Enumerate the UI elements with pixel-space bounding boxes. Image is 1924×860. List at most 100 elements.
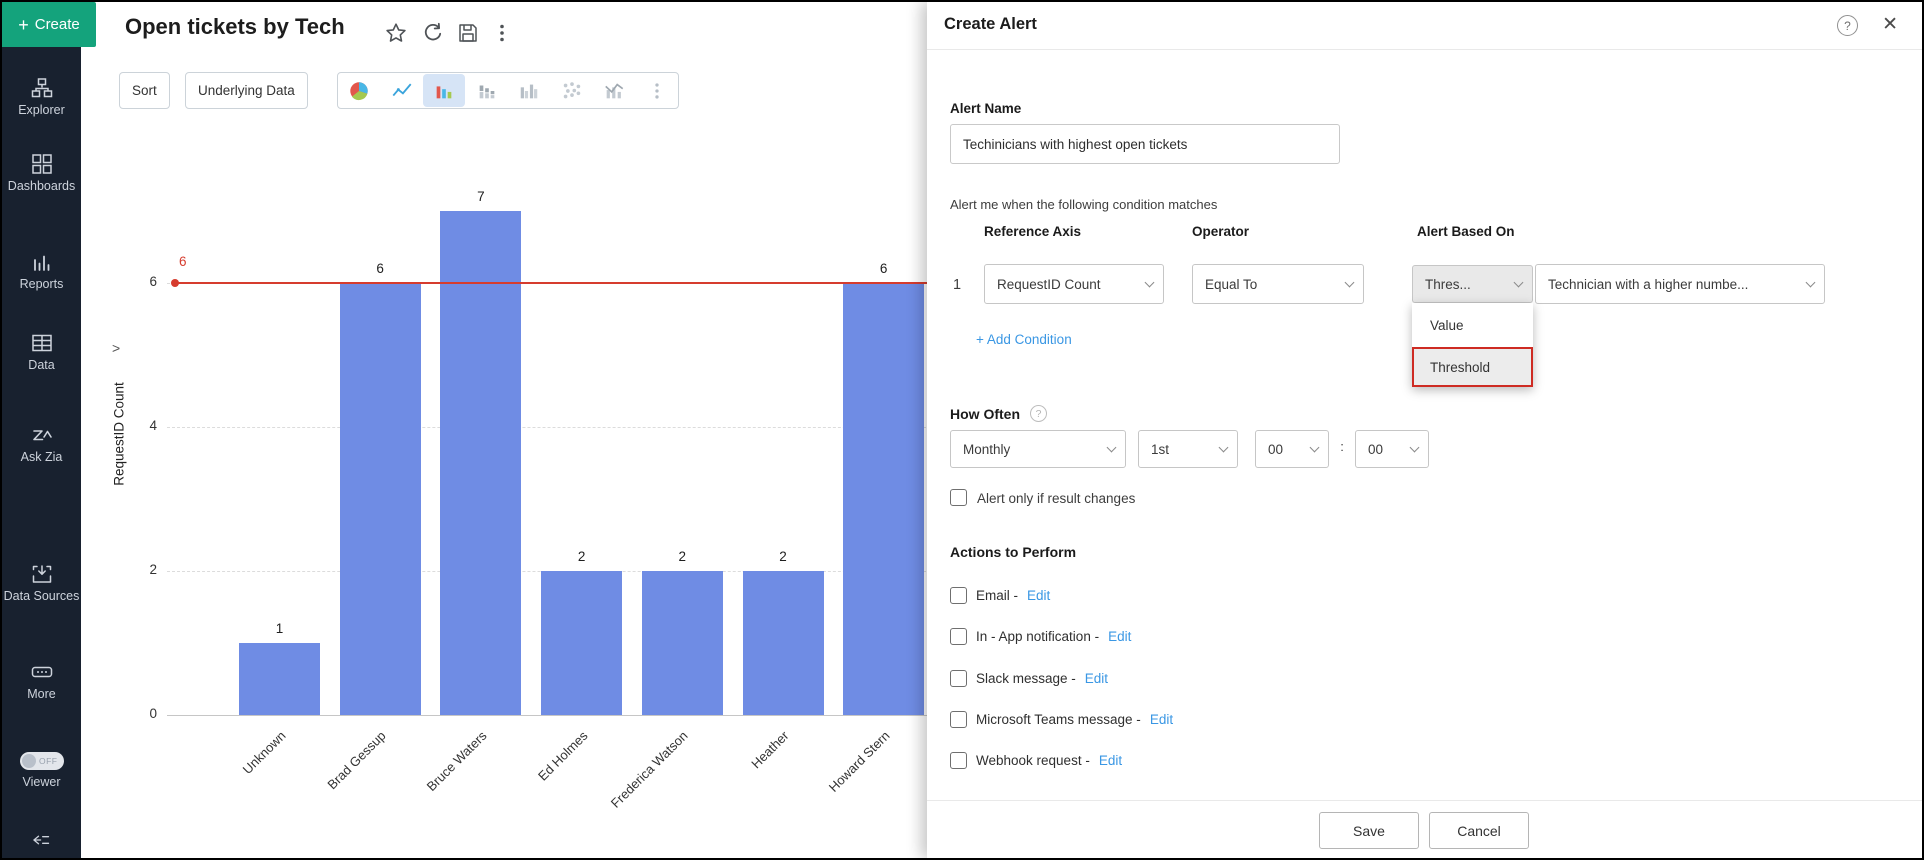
alert-name-input[interactable]: [950, 124, 1340, 164]
sidebar-item-more[interactable]: More: [2, 660, 81, 703]
kebab-menu-icon[interactable]: [490, 21, 514, 45]
bar[interactable]: [641, 571, 723, 715]
close-icon[interactable]: ✕: [1882, 14, 1898, 35]
sidebar-item-data-sources[interactable]: Data Sources: [2, 562, 81, 605]
bar-value-label: 2: [678, 549, 687, 564]
sidebar-item-label: Reports: [19, 277, 64, 291]
condition-intro: Alert me when the following condition ma…: [950, 197, 1218, 212]
edit-link[interactable]: Edit: [1098, 753, 1123, 768]
star-icon[interactable]: [384, 21, 408, 45]
hour-select[interactable]: 00: [1255, 430, 1329, 468]
refresh-icon[interactable]: [421, 21, 445, 45]
sidebar-item-dashboards[interactable]: Dashboards: [2, 152, 81, 195]
alert-only-if-checkbox[interactable]: [950, 489, 967, 506]
bar-chart-icon[interactable]: [423, 74, 466, 107]
action-label: Slack message -: [976, 671, 1076, 686]
bar[interactable]: [742, 571, 824, 715]
threshold-label: 6: [179, 254, 187, 269]
bar-value-label: 2: [779, 549, 787, 564]
grouped-bar-icon[interactable]: [508, 74, 550, 107]
y-tick-label: 6: [149, 274, 157, 289]
cancel-button[interactable]: Cancel: [1429, 812, 1529, 849]
sidebar: + Create Explorer Dashboards Reports Data As…: [2, 2, 96, 858]
sidebar-item-viewer: OFF Viewer: [2, 752, 81, 789]
bar[interactable]: [339, 283, 421, 715]
viewer-label: Viewer: [22, 775, 61, 789]
save-button[interactable]: Save: [1319, 812, 1419, 849]
reference-axis-value: RequestID Count: [997, 276, 1101, 292]
ask-zia-icon: [30, 423, 54, 447]
reports-icon: [30, 250, 54, 274]
bar-value-label: 2: [577, 549, 586, 564]
how-often-help-icon[interactable]: ?: [1030, 405, 1047, 422]
actions-to-perform-label: Actions to Perform: [950, 544, 1077, 560]
y-axis-menu-chevron[interactable]: >: [112, 340, 121, 356]
in-app-notification-checkbox[interactable]: [950, 628, 967, 645]
gridline: [167, 427, 931, 428]
reference-axis-select[interactable]: RequestID Count: [984, 264, 1164, 304]
hour-value: 00: [1268, 441, 1284, 457]
edit-link[interactable]: Edit: [1084, 671, 1109, 686]
slack-message-checkbox[interactable]: [950, 670, 967, 687]
bar[interactable]: [843, 283, 925, 715]
add-condition-link[interactable]: + Add Condition: [976, 332, 1072, 347]
alert-based-on-dropdown-menu: Value Threshold: [1412, 303, 1533, 387]
threshold-detail-select[interactable]: Technician with a higher numbe...: [1535, 264, 1825, 304]
sidebar-item-label: Data Sources: [3, 589, 80, 603]
bar[interactable]: [440, 211, 522, 715]
operator-select[interactable]: Equal To: [1192, 264, 1364, 304]
chevron-down-icon: [1513, 277, 1524, 287]
y-tick-label: 4: [149, 418, 157, 433]
footer-divider: [927, 800, 1922, 801]
action-label: Email -: [976, 588, 1019, 603]
toggle-knob: [21, 754, 36, 768]
create-alert-panel: Create Alert ? ✕ Alert Name Alert me whe…: [927, 2, 1922, 858]
help-icon[interactable]: ?: [1837, 15, 1858, 36]
more-icon: [30, 660, 54, 684]
chevron-down-icon: [1218, 442, 1229, 452]
kebab-menu-icon[interactable]: [636, 74, 678, 107]
create-button[interactable]: + Create: [2, 2, 96, 47]
frequency-select[interactable]: Monthly: [950, 430, 1126, 468]
edit-link[interactable]: Edit: [1108, 629, 1132, 644]
menu-item-value[interactable]: Value: [1412, 303, 1533, 347]
viewer-toggle[interactable]: OFF: [19, 752, 64, 770]
pie-chart-icon[interactable]: [338, 74, 380, 107]
webhook-request-checkbox[interactable]: [950, 752, 967, 769]
threshold-dot[interactable]: [171, 279, 179, 287]
sidebar-item-ask-zia[interactable]: Ask Zia: [2, 423, 81, 466]
sidebar-item-label: Explorer: [18, 103, 65, 117]
edit-link[interactable]: Edit: [1027, 588, 1051, 603]
menu-item-threshold[interactable]: Threshold: [1412, 347, 1533, 387]
day-select[interactable]: 1st: [1138, 430, 1238, 468]
sidebar-item-label: Data: [28, 358, 55, 372]
action-label: In - App notification -: [976, 629, 1100, 644]
edit-link[interactable]: Edit: [1149, 712, 1174, 727]
explorer-icon: [30, 76, 54, 100]
scatter-plot-icon[interactable]: [551, 74, 593, 107]
bar[interactable]: [541, 571, 623, 715]
header-divider: [927, 49, 1922, 50]
email-checkbox[interactable]: [950, 587, 967, 604]
microsoft-teams-message-checkbox[interactable]: [950, 711, 967, 728]
collapse-sidebar-icon[interactable]: [28, 830, 54, 850]
bar[interactable]: [239, 643, 320, 715]
sidebar-item-reports[interactable]: Reports: [2, 250, 81, 293]
save-icon[interactable]: [456, 21, 480, 45]
frequency-value: Monthly: [963, 441, 1011, 457]
combo-chart-icon[interactable]: [593, 74, 635, 107]
chevron-down-icon: [1344, 277, 1355, 287]
alert-name-label: Alert Name: [950, 101, 1022, 116]
data-sources-icon: [30, 562, 54, 586]
line-chart-icon[interactable]: [381, 74, 423, 107]
sidebar-item-data[interactable]: Data: [2, 331, 81, 374]
bar-value-label: 1: [275, 621, 284, 636]
stacked-bar-icon[interactable]: [466, 74, 508, 107]
minute-select[interactable]: 00: [1355, 430, 1429, 468]
sort-button[interactable]: Sort: [119, 72, 170, 109]
alert-based-on-select[interactable]: Thres...: [1412, 265, 1533, 303]
sidebar-item-explorer[interactable]: Explorer: [2, 76, 81, 119]
underlying-data-button[interactable]: Underlying Data: [185, 72, 308, 109]
action-row: Email - Edit: [950, 587, 1050, 604]
